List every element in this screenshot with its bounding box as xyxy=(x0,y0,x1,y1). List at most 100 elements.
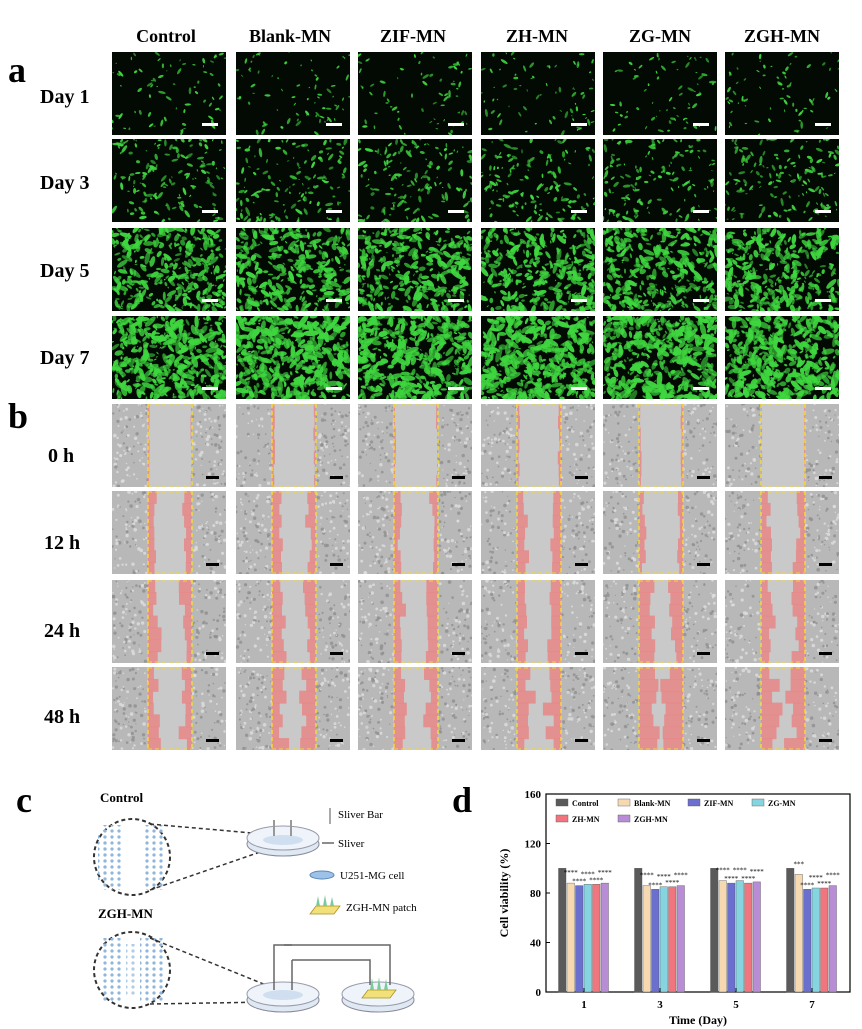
bar xyxy=(592,884,601,993)
row-label-day-5: Day 5 xyxy=(40,260,90,282)
significance-mark: **** xyxy=(817,880,832,888)
legend-sliver-bar: Sliver Bar xyxy=(338,809,383,821)
bar xyxy=(786,868,795,993)
zgh-petri-dish-1 xyxy=(246,981,320,1013)
row-label-24h: 24 h xyxy=(44,620,81,642)
scratch-assay-image xyxy=(603,667,717,750)
fluorescence-image xyxy=(112,228,226,311)
fluorescence-image xyxy=(603,139,717,222)
fluorescence-image xyxy=(112,139,226,222)
scratch-assay-image xyxy=(112,404,226,487)
y-tick-label: 120 xyxy=(525,839,542,851)
scratch-assay-image xyxy=(112,491,226,574)
bar xyxy=(803,889,812,993)
panel-letter-c: c xyxy=(16,780,32,820)
legend-swatch xyxy=(687,798,701,807)
fluorescence-image xyxy=(725,139,839,222)
fluorescence-image xyxy=(358,52,472,135)
scratch-assay-image xyxy=(236,580,350,663)
y-axis-label: Cell viability (%) xyxy=(497,849,511,938)
fluorescence-image xyxy=(603,228,717,311)
significance-mark: **** xyxy=(648,881,663,889)
diagram-zgh-mn-label: ZGH-MN xyxy=(98,906,153,921)
legend-sliver: Sliver xyxy=(338,838,365,850)
bar xyxy=(828,885,837,993)
x-tick-label: 5 xyxy=(733,999,739,1011)
fluorescence-image xyxy=(112,316,226,399)
column-header-zh-mn: ZH-MN xyxy=(506,26,568,46)
panel-letter-b: b xyxy=(8,396,29,436)
scratch-assay-image xyxy=(725,667,839,750)
control-zoom-circle xyxy=(93,818,171,896)
bar xyxy=(811,887,820,993)
zgh-petri-dish-2 xyxy=(341,977,415,1013)
row-label-day-7: Day 7 xyxy=(40,347,90,369)
scratch-assay-image xyxy=(112,667,226,750)
significance-mark: **** xyxy=(724,875,739,883)
fluorescence-image xyxy=(236,139,350,222)
legend-swatch xyxy=(555,798,569,807)
fluorescence-image xyxy=(725,52,839,135)
scratch-assay-image xyxy=(481,580,595,663)
scratch-assay-image xyxy=(358,580,472,663)
legend-zgh-mn-patch: ZGH-MN patch xyxy=(346,902,417,914)
fluorescence-image xyxy=(725,316,839,399)
scratch-assay-image xyxy=(603,404,717,487)
bar xyxy=(744,882,753,993)
bar xyxy=(794,874,803,993)
bar xyxy=(566,882,575,993)
legend-label: ZG-MN xyxy=(768,799,796,808)
legend-label: ZIF-MN xyxy=(704,799,734,808)
bar xyxy=(558,868,567,993)
bar xyxy=(727,882,736,993)
x-axis-label: Time (Day) xyxy=(669,1013,727,1027)
bar xyxy=(583,884,592,993)
bar xyxy=(659,886,668,993)
fluorescence-image xyxy=(236,228,350,311)
bar xyxy=(600,882,609,993)
fluorescence-image xyxy=(236,316,350,399)
zgh-zoom-circle xyxy=(93,931,171,1009)
legend-swatch xyxy=(617,814,631,823)
fluorescence-image xyxy=(481,139,595,222)
fluorescence-image xyxy=(481,228,595,311)
panel-letter-a: a xyxy=(8,50,26,90)
scratch-assay-image xyxy=(481,667,595,750)
scratch-assay-image xyxy=(725,580,839,663)
significance-mark: *** xyxy=(794,860,805,868)
significance-mark: **** xyxy=(657,873,672,881)
fluorescence-image xyxy=(358,228,472,311)
significance-mark: **** xyxy=(826,872,841,880)
bar xyxy=(634,868,643,993)
legend-u251-mg-cell: U251-MG cell xyxy=(340,870,404,882)
bar xyxy=(642,885,651,993)
patch-icon xyxy=(309,895,341,915)
scratch-assay-image xyxy=(236,667,350,750)
column-header-zif-mn: ZIF-MN xyxy=(380,26,446,46)
significance-mark: **** xyxy=(665,879,680,887)
row-label-0h: 0 h xyxy=(48,445,75,467)
legend-swatch xyxy=(617,798,631,807)
fluorescence-image xyxy=(481,52,595,135)
scratch-assay-image xyxy=(481,404,595,487)
y-tick-label: 0 xyxy=(536,987,542,999)
legend-swatch xyxy=(555,814,569,823)
significance-mark: **** xyxy=(589,876,604,884)
bar xyxy=(676,885,685,993)
scratch-assay-image xyxy=(236,491,350,574)
bar xyxy=(710,868,719,993)
fluorescence-image xyxy=(725,228,839,311)
experiment-schematic: Control Sliver Bar Sliver U251-MG cell Z… xyxy=(93,790,417,1013)
significance-mark: **** xyxy=(564,869,579,877)
legend-label: ZGH-MN xyxy=(634,815,668,824)
column-header-zg-mn: ZG-MN xyxy=(629,26,691,46)
bar xyxy=(752,881,761,993)
x-tick-label: 3 xyxy=(657,999,663,1011)
scratch-assay-image xyxy=(725,404,839,487)
column-header-blank-mn: Blank-MN xyxy=(248,26,331,46)
panel-letter-d: d xyxy=(452,780,473,820)
control-petri-dish xyxy=(246,820,320,857)
scratch-assay-image xyxy=(236,404,350,487)
significance-mark: **** xyxy=(733,867,748,875)
fluorescence-image xyxy=(112,52,226,135)
